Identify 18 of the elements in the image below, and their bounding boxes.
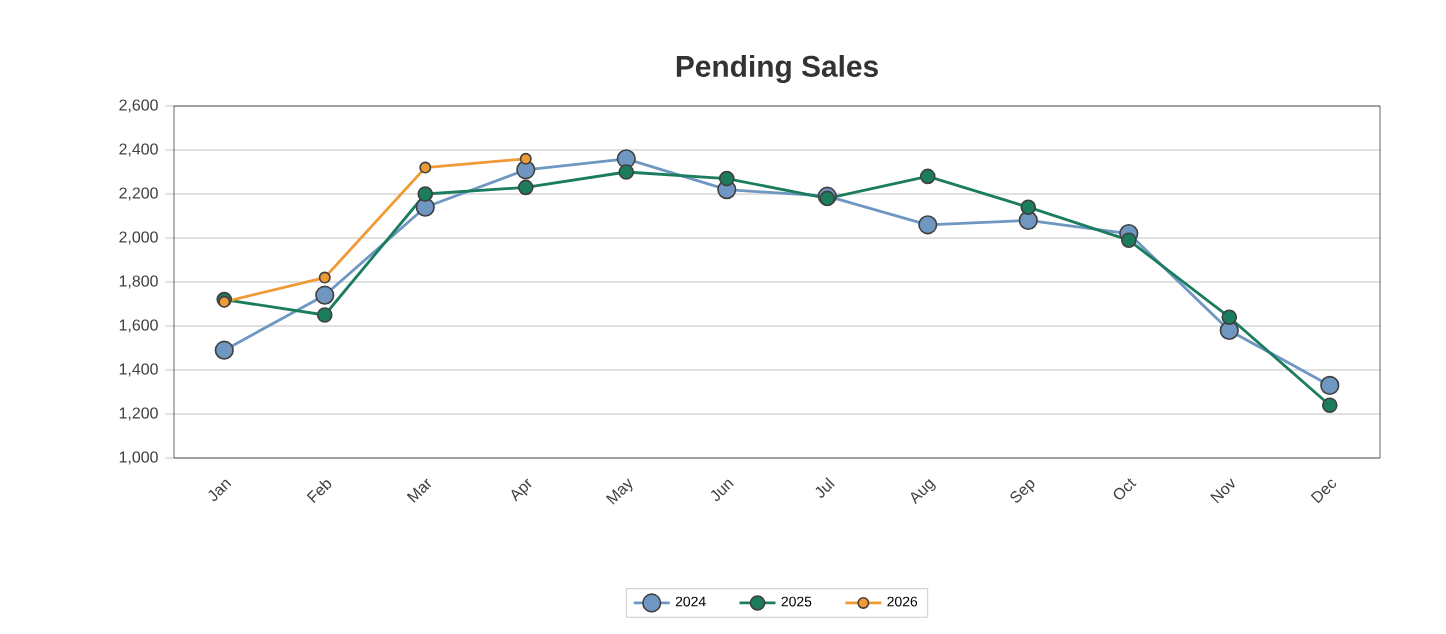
chart-title: Pending Sales bbox=[676, 55, 878, 84]
point bbox=[718, 170, 735, 187]
point bbox=[517, 179, 534, 196]
point bbox=[419, 161, 432, 174]
point bbox=[318, 271, 331, 284]
point bbox=[214, 340, 234, 360]
point bbox=[1320, 375, 1340, 395]
point bbox=[918, 215, 938, 235]
point bbox=[618, 164, 635, 180]
point bbox=[315, 285, 335, 305]
point bbox=[417, 186, 434, 202]
point bbox=[1321, 397, 1338, 413]
point bbox=[919, 168, 936, 185]
point bbox=[316, 307, 333, 323]
point bbox=[1221, 309, 1238, 325]
point bbox=[1020, 199, 1037, 215]
point bbox=[519, 152, 532, 165]
point bbox=[1120, 232, 1137, 248]
